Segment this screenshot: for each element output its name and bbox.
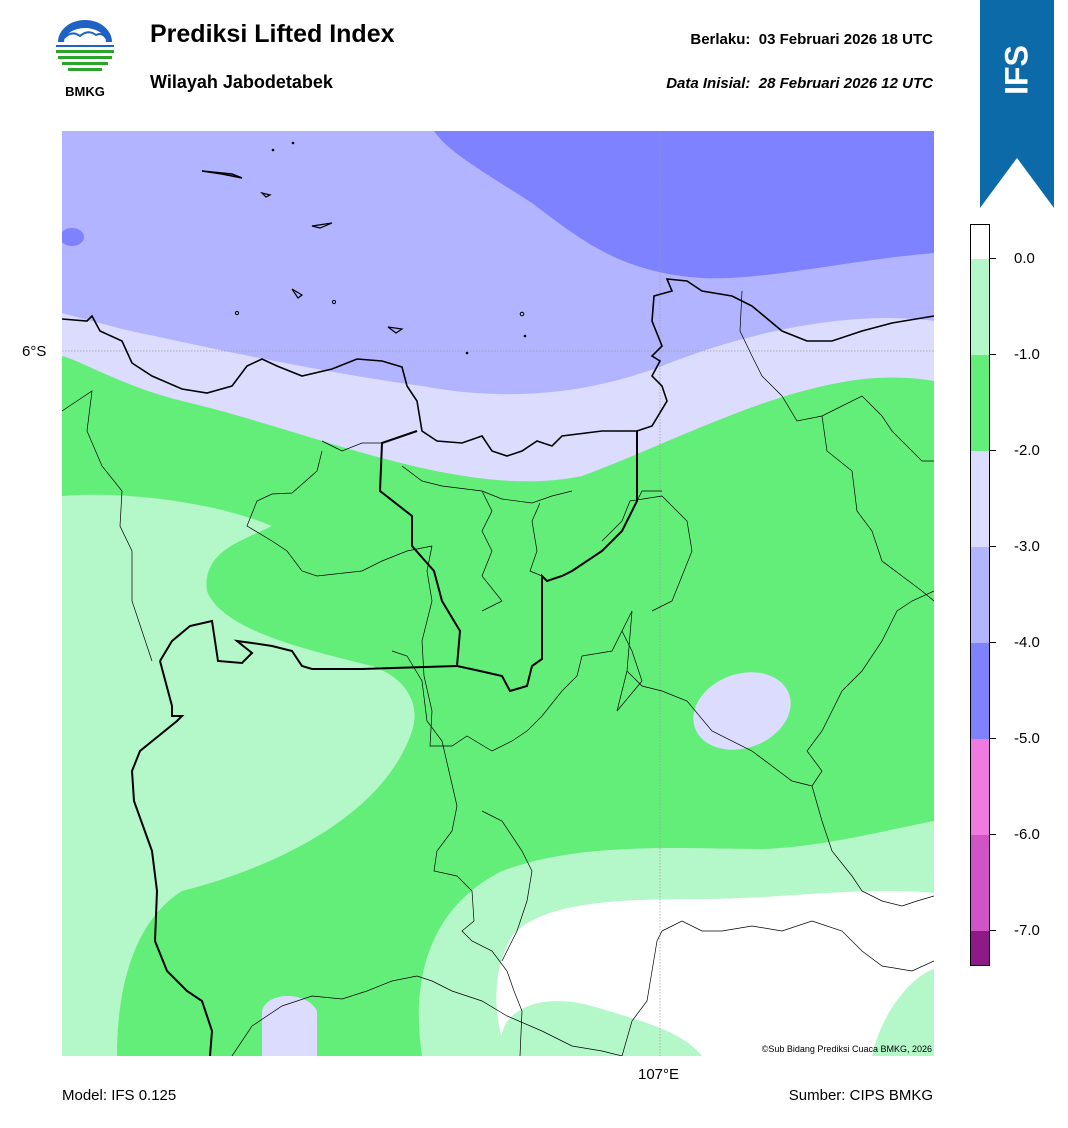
valid-value: 03 Februari 2026 18 UTC: [758, 31, 933, 48]
longitude-tick-label: 107°E: [638, 1066, 680, 1083]
colorbar-label: -2.0: [1014, 442, 1040, 459]
island: [291, 141, 295, 145]
logo-text: BMKG: [65, 84, 105, 99]
contour-blob-lavender-south: [262, 996, 317, 1056]
island: [201, 170, 243, 179]
colorbar-label: 0.0: [1014, 250, 1035, 267]
island: [331, 299, 337, 305]
island: [260, 191, 272, 198]
contour-band-pale-green-inner: [500, 1001, 702, 1056]
colorbar-ticks: [990, 224, 1060, 966]
contour-blob-blue: [62, 228, 84, 246]
colorbar-segment: [970, 224, 990, 259]
bmkg-logo-icon: [50, 20, 120, 104]
colorbar-segment: [970, 643, 990, 739]
map-subtitle: Wilayah Jabodetabek: [150, 72, 333, 92]
island: [271, 148, 275, 152]
island: [523, 334, 527, 338]
banner-text: IFS: [998, 45, 1035, 95]
island: [465, 351, 469, 355]
latitude-tick-label: 6°S: [22, 343, 47, 360]
contour-band-pale-green-west: [62, 494, 415, 1056]
colorbar-label: -6.0: [1014, 826, 1040, 843]
copyright-notice: ©Sub Bidang Prediksi Cuaca BMKG, 2026: [761, 1044, 932, 1054]
province-boundary: [378, 430, 638, 693]
init-label: Data Inisial:: [666, 75, 751, 92]
colorbar-segment: [970, 259, 990, 355]
contour-band-blue: [434, 131, 934, 279]
colorbar-segment: [970, 547, 990, 643]
island: [519, 311, 525, 317]
island: [234, 310, 240, 316]
regency-boundaries: [62, 290, 934, 1056]
model-label: Model: IFS 0.125: [62, 1087, 177, 1104]
map-title: Prediksi Lifted Index: [150, 20, 395, 48]
colorbar-segment: [970, 739, 990, 835]
province-boundary: [159, 619, 458, 670]
forecast-map: [62, 131, 934, 1056]
island: [387, 326, 404, 334]
colorbar-label: -1.0: [1014, 346, 1040, 363]
contour-blob-lavender: [693, 672, 791, 750]
island: [291, 288, 304, 299]
source-label: Sumber: CIPS BMKG: [788, 1087, 933, 1104]
model-banner: IFS: [980, 0, 1054, 208]
init-value: 28 Februari 2026 12 UTC: [758, 75, 933, 92]
island: [311, 222, 333, 229]
colorbar: [969, 223, 991, 967]
colorbar-label: -4.0: [1014, 634, 1040, 651]
colorbar-segment: [970, 451, 990, 547]
contour-band-pale-green-corner: [872, 969, 934, 1056]
colorbar-segment: [970, 835, 990, 931]
coastline: [62, 278, 934, 457]
colorbar-label: -7.0: [1014, 922, 1040, 939]
valid-label: Berlaku:: [690, 31, 751, 48]
colorbar-label: -3.0: [1014, 538, 1040, 555]
valid-time: Berlaku: 03 Februari 2026 18 UTC: [690, 31, 933, 48]
province-boundary: [130, 660, 214, 1056]
colorbar-label: -5.0: [1014, 730, 1040, 747]
init-time: Data Inisial: 28 Februari 2026 12 UTC: [666, 75, 933, 92]
colorbar-segment: [970, 355, 990, 451]
colorbar-segment: [970, 931, 990, 966]
